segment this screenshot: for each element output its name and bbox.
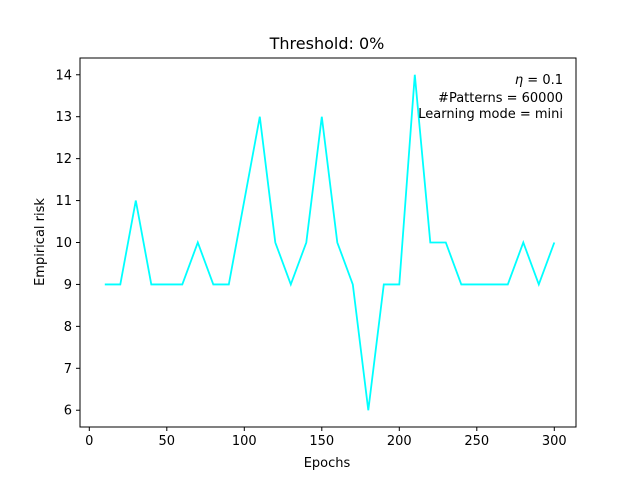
y-tick-label: 14 (55, 68, 72, 83)
x-axis: 0 50 100 150 200 250 300 (85, 427, 567, 449)
y-axis: 6 7 8 9 10 11 12 13 14 (55, 68, 80, 419)
y-tick-label: 13 (55, 110, 72, 125)
x-tick-label: 250 (464, 434, 489, 449)
legend-annotations: η = 0.1 #Patterns = 60000 Learning mode … (418, 73, 563, 122)
y-tick-label: 10 (55, 236, 72, 251)
x-tick-label: 100 (232, 434, 257, 449)
y-tick-label: 8 (64, 320, 72, 335)
x-tick-label: 150 (309, 434, 334, 449)
plot-frame (79, 57, 577, 428)
patterns-annotation: #Patterns = 60000 (438, 91, 563, 106)
eta-annotation: η = 0.1 (515, 73, 563, 88)
y-tick-label: 12 (55, 152, 72, 167)
chart-title: Threshold: 0% (269, 34, 385, 53)
x-axis-label: Epochs (304, 456, 351, 471)
learning-mode-annotation: Learning mode = mini (418, 107, 563, 122)
x-tick-label: 200 (387, 434, 412, 449)
x-tick-label: 0 (85, 434, 93, 449)
y-tick-label: 11 (55, 194, 72, 209)
series-line (104, 74, 556, 411)
y-tick-label: 6 (64, 404, 72, 419)
plot-area (104, 74, 556, 411)
y-axis-label: Empirical risk (33, 198, 48, 286)
y-tick-label: 9 (64, 278, 72, 293)
eta-value: = 0.1 (523, 73, 563, 88)
eta-symbol: η (515, 73, 523, 88)
x-tick-label: 300 (542, 434, 567, 449)
y-tick-label: 7 (64, 362, 72, 377)
x-tick-label: 50 (159, 434, 176, 449)
